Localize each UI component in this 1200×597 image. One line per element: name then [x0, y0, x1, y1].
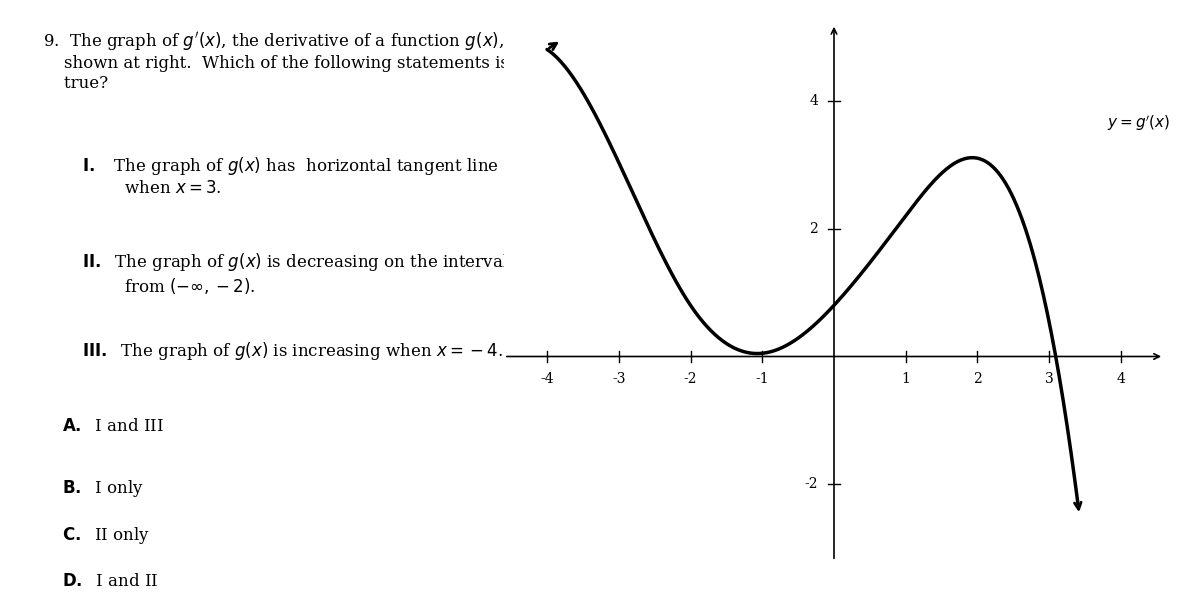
Text: $\bf{B.}$  I only: $\bf{B.}$ I only [62, 478, 144, 498]
Text: $\bf{II.}$  The graph of $g(x)$ is decreasing on the interval
        from $(-\i: $\bf{II.}$ The graph of $g(x)$ is decrea… [82, 251, 509, 296]
Text: -2: -2 [805, 478, 818, 491]
Text: $\bf{A.}$  I and III: $\bf{A.}$ I and III [62, 418, 164, 435]
Text: $\bf{C.}$  II only: $\bf{C.}$ II only [62, 525, 150, 546]
Text: -2: -2 [684, 373, 697, 386]
Text: 4: 4 [809, 94, 818, 107]
Text: $\bf{III.}$  The graph of $g(x)$ is increasing when $x = -4$.: $\bf{III.}$ The graph of $g(x)$ is incre… [82, 340, 503, 362]
Text: $y = g'(x)$: $y = g'(x)$ [1106, 113, 1170, 133]
Text: 2: 2 [973, 373, 982, 386]
Text: $\bf{I.}$   The graph of $g(x)$ has  horizontal tangent line
        when $x = 3: $\bf{I.}$ The graph of $g(x)$ has horizo… [82, 155, 498, 197]
Text: -4: -4 [540, 373, 554, 386]
Text: 2: 2 [810, 221, 818, 236]
Text: 3: 3 [1045, 373, 1054, 386]
Text: $\bf{D.}$  I and II: $\bf{D.}$ I and II [62, 573, 158, 590]
Text: 9.  The graph of $g'(x)$, the derivative of a function $g(x)$, is
    shown at r: 9. The graph of $g'(x)$, the derivative … [43, 30, 542, 92]
Text: 1: 1 [901, 373, 910, 386]
Text: 4: 4 [1116, 373, 1126, 386]
Text: -3: -3 [612, 373, 625, 386]
Text: -1: -1 [756, 373, 769, 386]
